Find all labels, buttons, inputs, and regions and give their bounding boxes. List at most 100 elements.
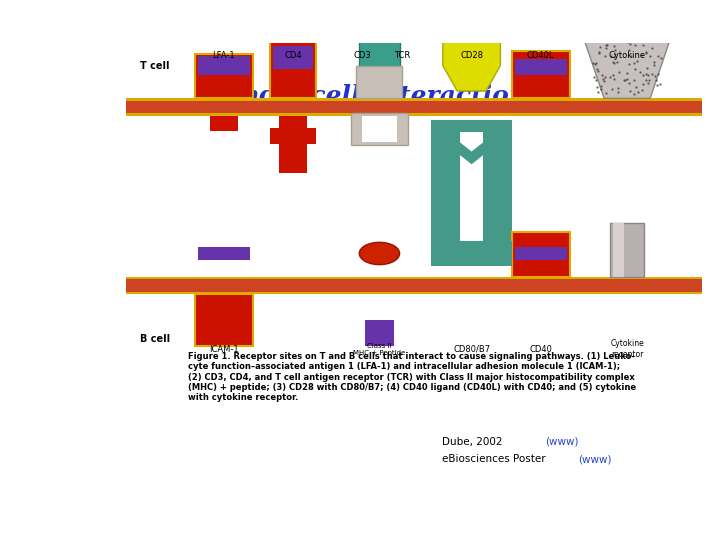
Point	[640, 69, 652, 78]
Bar	[431, 241, 512, 266]
Point	[617, 31, 629, 39]
Bar	[515, 247, 567, 260]
Point	[605, 72, 616, 81]
Point	[643, 70, 654, 79]
Point	[622, 38, 634, 46]
Text: B and T-cell Interactions: B and T-cell Interactions	[196, 84, 542, 107]
Point	[637, 40, 649, 49]
Bar	[359, 30, 400, 69]
Text: CD40L: CD40L	[527, 51, 554, 60]
Text: Cytokine: Cytokine	[608, 51, 646, 60]
Point	[624, 39, 636, 48]
Point	[644, 33, 656, 42]
Bar	[512, 232, 570, 276]
Text: LFA-1: LFA-1	[212, 51, 235, 60]
Text: CD80/B7: CD80/B7	[453, 345, 490, 354]
Point	[591, 37, 603, 45]
Point	[607, 71, 618, 79]
Point	[611, 57, 623, 66]
Point	[606, 52, 617, 60]
Point	[629, 76, 640, 85]
Polygon shape	[431, 120, 512, 164]
Point	[593, 48, 605, 56]
Point	[600, 73, 611, 82]
Point	[613, 68, 625, 76]
Point	[593, 49, 604, 58]
Bar	[195, 53, 253, 98]
Point	[598, 77, 610, 85]
Point	[588, 36, 600, 45]
Point	[616, 36, 628, 44]
Bar	[365, 320, 394, 346]
Point	[647, 69, 658, 78]
Point	[588, 72, 600, 81]
Point	[609, 50, 621, 58]
Bar	[210, 116, 238, 131]
Point	[621, 75, 633, 83]
Text: CD4: CD4	[284, 51, 302, 60]
Point	[616, 36, 628, 44]
Point	[633, 87, 644, 96]
Point	[641, 64, 652, 73]
Polygon shape	[443, 33, 500, 91]
Text: B cell: B cell	[140, 334, 170, 345]
Point	[598, 75, 609, 83]
Point	[629, 41, 641, 50]
Point	[648, 58, 660, 66]
Bar	[195, 294, 253, 346]
Circle shape	[359, 242, 400, 265]
Point	[623, 46, 634, 55]
Bar	[198, 56, 250, 75]
Point	[643, 76, 654, 85]
Point	[591, 83, 603, 91]
Point	[652, 51, 664, 60]
Point	[608, 74, 620, 83]
Point	[652, 81, 663, 90]
Point	[623, 78, 634, 87]
Point	[649, 60, 660, 69]
Point	[590, 59, 601, 68]
Bar	[270, 129, 316, 144]
Point	[636, 36, 647, 44]
Point	[595, 32, 607, 40]
Text: CD40: CD40	[529, 345, 552, 354]
Point	[637, 79, 649, 88]
Point	[595, 82, 606, 90]
Text: (www): (www)	[545, 437, 578, 447]
Point	[588, 59, 599, 68]
Bar	[610, 222, 644, 276]
Point	[592, 66, 603, 75]
Point	[654, 35, 665, 44]
Bar	[273, 46, 313, 69]
Point	[650, 75, 662, 84]
Point	[619, 75, 631, 84]
Bar	[126, 100, 702, 113]
Point	[589, 60, 600, 69]
Text: T cell: T cell	[140, 60, 169, 71]
Text: Class II
MHC + Peptide: Class II MHC + Peptide	[354, 342, 405, 355]
Point	[608, 41, 619, 50]
Point	[630, 83, 642, 92]
Point	[636, 51, 647, 59]
Bar	[126, 279, 702, 292]
Point	[623, 59, 634, 68]
Bar	[126, 276, 702, 279]
Point	[600, 44, 612, 52]
Point	[613, 88, 624, 97]
Bar	[126, 113, 702, 116]
Bar	[351, 113, 408, 145]
Ellipse shape	[359, 26, 400, 35]
Point	[610, 34, 621, 43]
Point	[629, 65, 640, 73]
Point	[600, 89, 612, 98]
Text: TCR: TCR	[395, 51, 410, 60]
Bar	[362, 117, 397, 142]
Point	[624, 87, 636, 96]
Point	[621, 69, 632, 77]
Text: ICAM-1: ICAM-1	[209, 345, 239, 354]
Point	[612, 83, 624, 92]
Polygon shape	[581, 30, 673, 98]
Bar	[515, 59, 567, 75]
Point	[654, 33, 665, 42]
Bar	[126, 292, 702, 294]
